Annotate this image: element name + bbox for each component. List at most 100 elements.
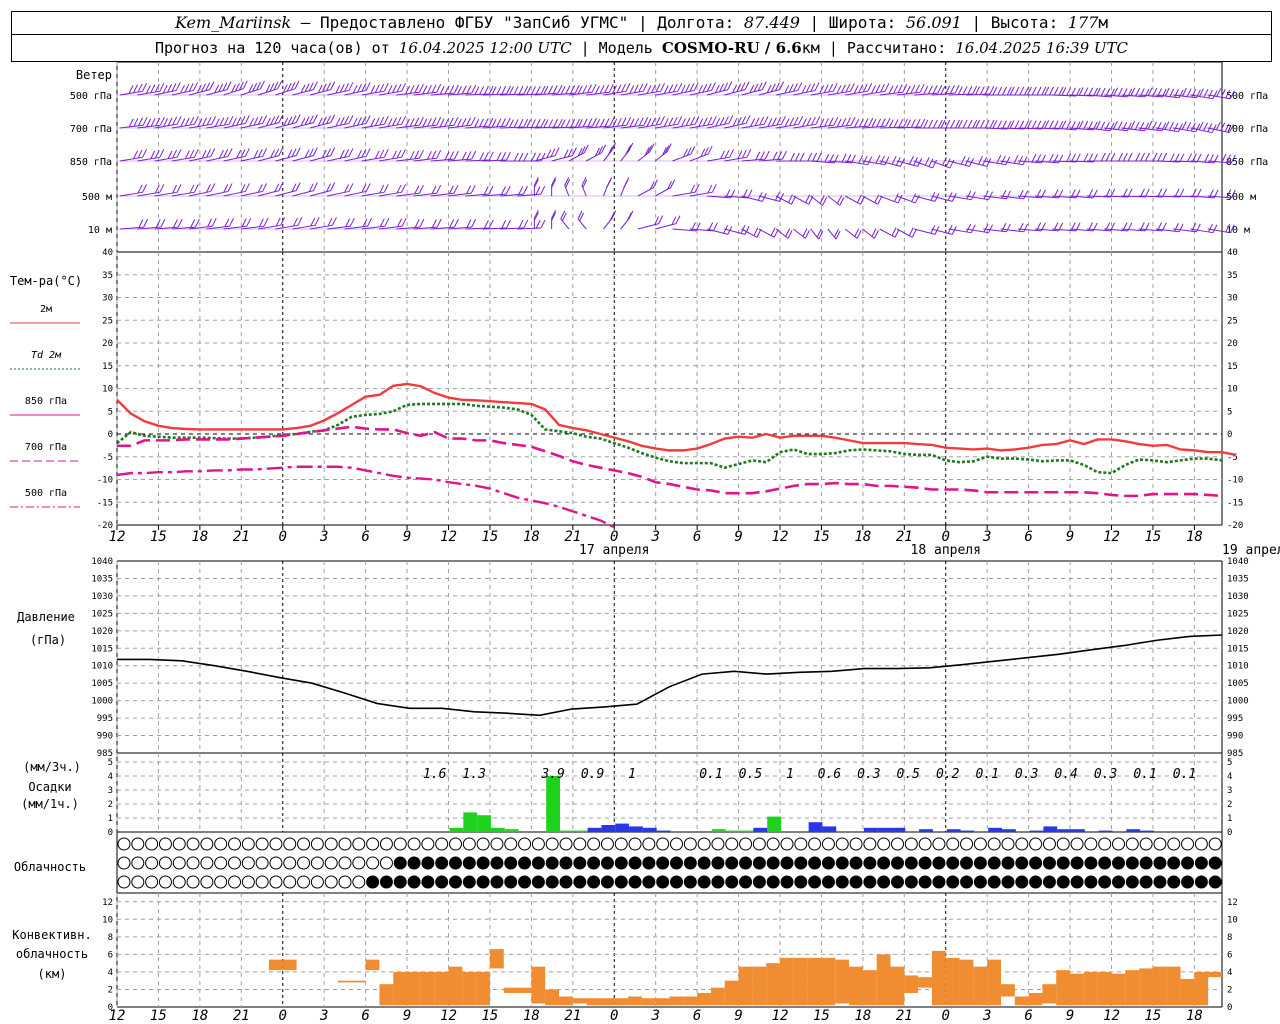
wind-barb-flag — [1144, 122, 1150, 132]
wind-barb — [361, 90, 385, 96]
wind-barb-flag — [269, 83, 275, 92]
wind-barb-flag — [227, 148, 233, 157]
wind-barb — [206, 123, 229, 129]
wind-barb-flag — [870, 85, 876, 94]
wind-barb-flag — [966, 190, 972, 200]
wind-barb-flag — [357, 117, 362, 126]
wind-barb-flag — [1013, 154, 1019, 164]
wind-barb-flag — [638, 83, 644, 93]
conv-tick-right: 8 — [1227, 933, 1232, 943]
wind-barb-flag — [754, 117, 760, 127]
wind-barb — [1104, 127, 1128, 132]
wind-barb-flag — [535, 186, 541, 195]
snow-bar — [946, 829, 961, 832]
hour-label-top: 15 — [482, 529, 499, 545]
wind-barb-flag — [379, 184, 385, 194]
cloud-cover-circle — [366, 875, 380, 889]
wind-barb — [448, 92, 472, 96]
cloud-cover-circle — [614, 856, 628, 870]
wind-barb-flag — [747, 189, 753, 199]
wind-barb — [137, 191, 160, 197]
wind-barb — [862, 160, 886, 166]
precip-tick-right: 5 — [1227, 758, 1232, 768]
cloud-cover-circle — [1181, 856, 1195, 870]
wind-barb-flag — [856, 230, 862, 239]
wind-barb-flag — [766, 84, 772, 94]
wind-barb-flag — [488, 117, 494, 127]
precip-total-label: 0.1 — [975, 767, 998, 782]
wind-barb-flag — [1221, 153, 1227, 163]
wind-barb-flag — [466, 151, 472, 160]
wind-barb-flag — [1191, 153, 1197, 162]
hour-label-bottom: 9 — [403, 1008, 411, 1024]
convective-bar — [918, 977, 932, 988]
wind-barb — [1190, 127, 1213, 134]
cloud-title: Облачность — [14, 860, 86, 874]
wind-barb — [1052, 127, 1077, 131]
wind-barb-flag — [308, 115, 314, 124]
wind-barb-flag — [240, 149, 246, 158]
snow-bar — [1043, 826, 1058, 832]
cloud-cover-circle — [711, 875, 725, 889]
wind-barb-flag — [1113, 87, 1119, 96]
temp-tick-right: 40 — [1227, 248, 1238, 258]
wind-barb-flag — [224, 218, 230, 227]
wind-barb-flag — [711, 116, 717, 125]
cloud-cover-circle — [946, 875, 960, 889]
pressure-tick-left: 1020 — [91, 627, 113, 637]
wind-barb-flag — [418, 184, 424, 194]
precip-tick-right: 0 — [1227, 828, 1232, 838]
cloud-cover-circle — [228, 856, 241, 870]
conv-tick-left: 2 — [108, 985, 113, 995]
wind-barb-flag — [312, 182, 318, 191]
wind-barb — [257, 190, 280, 197]
wind-barb-flag — [1044, 86, 1050, 96]
wind-barb-flag — [496, 86, 502, 95]
wind-barb-flag — [1196, 188, 1202, 198]
wind-barb-flag — [1014, 86, 1020, 96]
wind-barb-flag — [483, 186, 489, 195]
hour-label-bottom: 12 — [772, 1008, 789, 1024]
convective-bar — [1139, 968, 1153, 1006]
precip-tick-right: 2 — [1227, 800, 1232, 810]
pressure-tick-right: 1015 — [1227, 644, 1249, 654]
wind-level-label-right: 10 м — [1226, 225, 1250, 236]
convective-bar — [1166, 966, 1181, 1006]
cloud-cover-circle — [766, 856, 780, 870]
wind-barb-flag — [396, 149, 402, 159]
cloud-cover-circle — [1139, 837, 1153, 851]
wind-barb-flag — [184, 84, 190, 93]
wind-barb — [154, 226, 179, 230]
hour-label-bottom: 12 — [440, 1008, 457, 1024]
wind-barb-flag — [727, 81, 733, 90]
wind-barb — [620, 90, 644, 96]
wind-barb-flag — [812, 152, 818, 162]
pressure-tick-left: 1010 — [91, 662, 113, 672]
wind-barb — [758, 195, 780, 202]
wind-barb-flag — [836, 118, 842, 128]
wind-barb-flag — [1225, 223, 1231, 233]
wind-barb-flag — [294, 80, 300, 90]
cloud-cover-circle — [518, 875, 532, 889]
wind-barb-flag — [291, 183, 297, 192]
wind-barb-flag — [736, 117, 742, 126]
wind-barb-flag — [571, 147, 577, 156]
cloud-cover-circle — [228, 875, 241, 889]
wind-barb — [171, 123, 195, 129]
wind-barb-flag — [1095, 120, 1101, 130]
wind-barb-flag — [304, 116, 310, 125]
convective-bar — [793, 957, 808, 1006]
wind-barb — [154, 123, 178, 129]
snow-bar — [1071, 829, 1085, 832]
wind-barb-flag — [209, 81, 215, 90]
cloud-cover-circle — [808, 875, 822, 889]
wind-barb-flag — [401, 149, 406, 158]
cloud-cover-circle — [1070, 856, 1084, 870]
cloud-cover-circle — [780, 856, 794, 870]
cloud-cover-circle — [628, 875, 642, 889]
convective-bar — [959, 959, 974, 1006]
wind-barb-flag — [344, 184, 350, 193]
wind-barb-flag — [626, 212, 632, 222]
wind-barb-flag — [444, 85, 450, 95]
snow-bar — [629, 826, 643, 832]
